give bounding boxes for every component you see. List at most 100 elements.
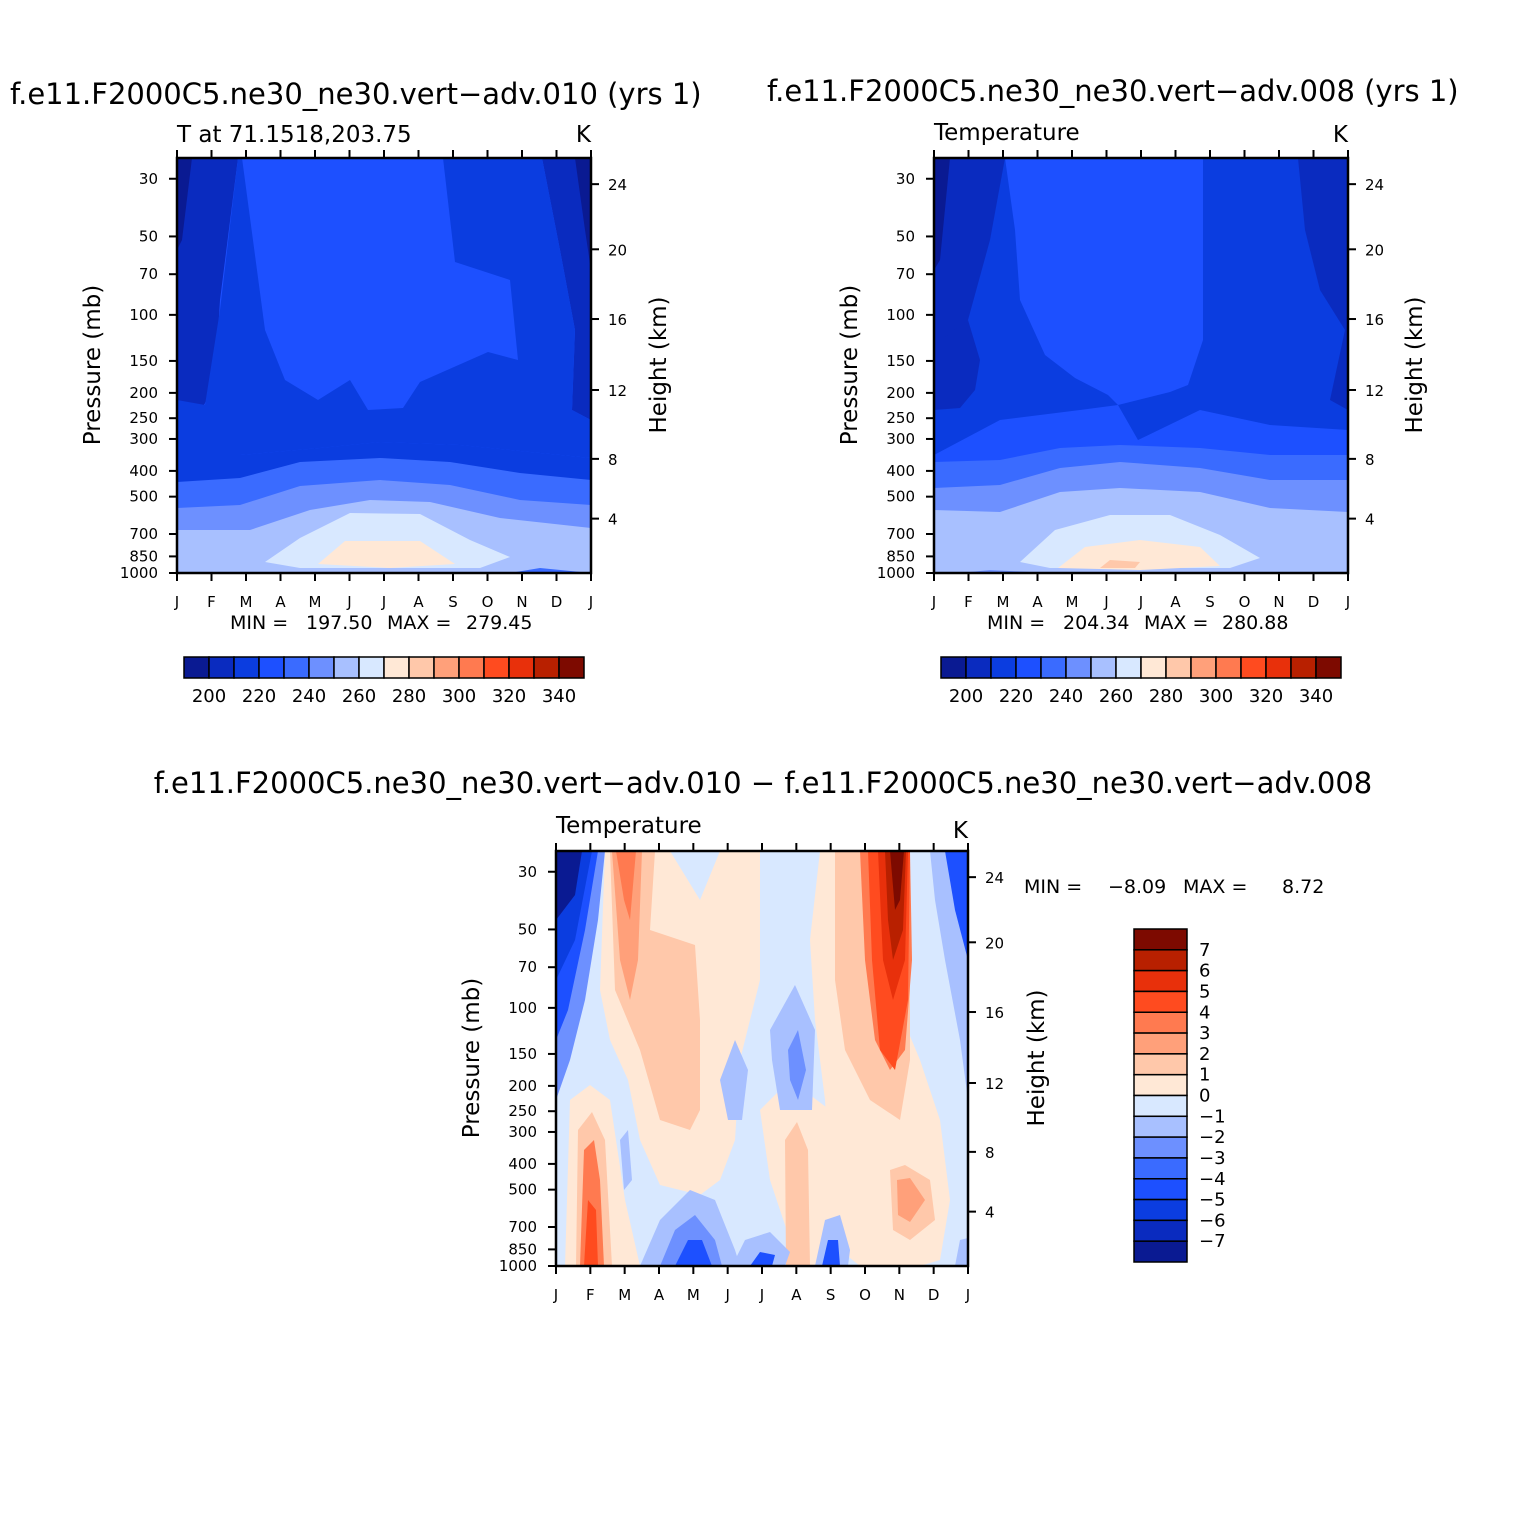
x-tick-label: J: [931, 593, 936, 611]
colorbar-label: 200: [192, 686, 226, 707]
panel-a-units: K: [576, 122, 592, 148]
panel-d-title: f.e11.F2000C5.ne30_ne30.vert−adv.010 − f…: [154, 766, 1373, 800]
colorbar-swatch: [1133, 1198, 1188, 1222]
x-tick-label: A: [275, 593, 286, 611]
colorbar-swatch: [308, 656, 335, 679]
colorbar-label: 340: [542, 686, 576, 707]
y-tick-label: 400: [886, 462, 915, 480]
y-tick-label: 1000: [877, 564, 915, 582]
colorbar-swatch: [183, 656, 210, 679]
colorbar-swatch: [1133, 990, 1188, 1013]
panel-b-axes: J F M A M J J A S O N D J 30 50 70 100 150 200 250 300 400 500…: [877, 150, 1384, 611]
y-tick-right-label: 24: [985, 869, 1004, 887]
y-tick-label: 850: [129, 547, 158, 565]
contour-band: [318, 541, 455, 568]
colorbar-swatch: [1133, 949, 1188, 972]
x-tick-label: O: [859, 1286, 871, 1304]
colorbar-label: 240: [292, 686, 326, 707]
panel-b-min-value: 204.34: [1063, 612, 1129, 634]
colorbar-swatch: [508, 656, 535, 679]
x-tick-label: J: [1103, 593, 1108, 611]
x-tick-label: J: [346, 593, 351, 611]
colorbar-swatch: [1133, 928, 1188, 951]
x-tick-label: N: [894, 1286, 905, 1304]
colorbar-swatch: [1115, 656, 1142, 679]
y-tick-label: 500: [886, 488, 915, 506]
contour-band: [945, 851, 968, 960]
panel-d-contours: [556, 851, 968, 1266]
contour-band: [1058, 540, 1220, 570]
colorbar-swatch: [1133, 1157, 1188, 1180]
contour-band: [788, 1030, 806, 1100]
x-tick-label: M: [618, 1286, 631, 1304]
x-tick-label: N: [516, 593, 527, 611]
x-tick-label: F: [964, 593, 973, 611]
colorbar-swatch: [1240, 656, 1267, 679]
x-tick-label: J: [1345, 593, 1350, 611]
colorbar-swatch: [1015, 656, 1042, 679]
colorbar-label: 260: [342, 686, 376, 707]
x-tick-label: F: [586, 1286, 595, 1304]
y-tick-label: 700: [886, 525, 915, 543]
colorbar-swatch: [1133, 1136, 1188, 1159]
x-tick-label: M: [240, 593, 253, 611]
panel-d-units: K: [953, 818, 969, 844]
colorbar-label: 300: [1199, 686, 1233, 707]
y-tick-label: 500: [129, 488, 158, 506]
colorbar-label: 200: [949, 686, 983, 707]
y-tick-label: 400: [129, 462, 158, 480]
colorbar-swatch: [1133, 1011, 1188, 1034]
y-tick-label: 50: [896, 227, 915, 245]
colorbar-label: 7: [1199, 940, 1210, 961]
x-tick-label: N: [1273, 593, 1284, 611]
y-tick-right-label: 12: [985, 1075, 1004, 1093]
y-tick-label: 150: [129, 352, 158, 370]
panel-a-ylabel: Pressure (mb): [80, 285, 106, 445]
colorbar-label: 5: [1199, 981, 1210, 1002]
y-tick-label: 400: [508, 1155, 537, 1173]
colorbar-swatch: [1040, 656, 1067, 679]
y-tick-label: 1000: [120, 564, 158, 582]
contour-band: [584, 1200, 598, 1266]
x-tick-label: J: [381, 593, 386, 611]
x-tick-label: J: [553, 1286, 558, 1304]
y-tick-label: 700: [129, 525, 158, 543]
panel-b-subtitle: Temperature: [933, 120, 1080, 146]
contour-band: [822, 1240, 840, 1266]
y-tick-label: 30: [518, 863, 537, 881]
y-tick-label: 50: [518, 920, 537, 938]
x-tick-label: S: [826, 1286, 836, 1304]
y-tick-right-label: 8: [608, 451, 618, 469]
panel-case-a: f.e11.F2000C5.ne30_ne30.vert−adv.010 (yr…: [10, 77, 702, 707]
contour-band: [612, 851, 642, 1000]
panel-d-subtitle: Temperature: [555, 813, 702, 839]
colorbar-swatch: [533, 656, 560, 679]
y-tick-right-label: 20: [1365, 241, 1384, 259]
colorbar-swatch: [1290, 656, 1317, 679]
panel-b-ylabel: Pressure (mb): [837, 285, 863, 445]
panel-d-axes: J F M A M J J A S O N D J 30 50 70 100 150 200 250 300 400 500…: [499, 843, 1004, 1304]
y-tick-label: 30: [139, 170, 158, 188]
y-tick-right-label: 4: [1365, 511, 1375, 529]
contour-band: [556, 851, 582, 920]
panel-a-title: f.e11.F2000C5.ne30_ne30.vert−adv.010 (yr…: [10, 77, 702, 111]
contour-band: [1100, 560, 1140, 568]
panel-b-max-label: MAX =: [1144, 612, 1208, 634]
colorbar-label: 240: [1049, 686, 1083, 707]
panel-d-min-value: −8.09: [1108, 876, 1166, 898]
colorbar-label: 300: [442, 686, 476, 707]
colorbar-label: 1: [1199, 1065, 1210, 1086]
y-tick-label: 300: [129, 430, 158, 448]
x-tick-label: A: [1170, 593, 1181, 611]
x-tick-label: A: [791, 1286, 802, 1304]
colorbar-swatch: [940, 656, 967, 679]
colorbar-label: 320: [492, 686, 526, 707]
colorbar-swatch: [1133, 1240, 1188, 1263]
colorbar-swatch: [1133, 1053, 1188, 1076]
panel-d-ylabel-right: Height (km): [1024, 989, 1050, 1126]
colorbar-swatch: [1265, 656, 1292, 679]
colorbar-label: 220: [999, 686, 1033, 707]
panel-a-max-label: MAX =: [387, 612, 451, 634]
panel-d-ylabel: Pressure (mb): [459, 978, 485, 1138]
